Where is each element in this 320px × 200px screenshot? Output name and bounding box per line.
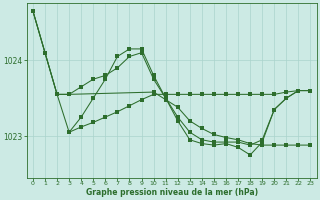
X-axis label: Graphe pression niveau de la mer (hPa): Graphe pression niveau de la mer (hPa) bbox=[86, 188, 258, 197]
